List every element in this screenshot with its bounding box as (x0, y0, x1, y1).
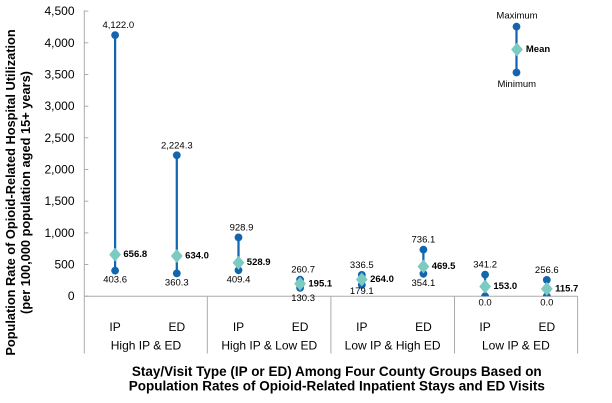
svg-text:ED: ED (168, 320, 185, 334)
svg-text:0.0: 0.0 (478, 298, 491, 309)
svg-text:179.1: 179.1 (350, 286, 374, 297)
svg-text:115.7: 115.7 (555, 283, 578, 294)
svg-text:High IP & Low ED: High IP & Low ED (221, 339, 317, 353)
svg-text:656.8: 656.8 (123, 249, 147, 260)
svg-text:IP: IP (109, 320, 120, 334)
svg-text:Maximum: Maximum (496, 10, 537, 21)
svg-text:360.3: 360.3 (165, 277, 189, 288)
svg-text:264.0: 264.0 (370, 274, 394, 285)
svg-text:Population Rate of Opioid-Rela: Population Rate of Opioid-Related Hospit… (3, 29, 18, 356)
svg-text:4,122.0: 4,122.0 (102, 20, 134, 31)
svg-text:736.1: 736.1 (412, 235, 436, 246)
svg-text:409.4: 409.4 (227, 274, 251, 285)
svg-text:Low IP & ED: Low IP & ED (482, 339, 550, 353)
svg-text:Stay/Visit Type (IP or ED) Amo: Stay/Visit Type (IP or ED) Among Four Co… (132, 364, 542, 379)
svg-text:256.6: 256.6 (535, 265, 559, 276)
svg-text:ED: ED (415, 320, 432, 334)
svg-text:Low IP & High ED: Low IP & High ED (345, 339, 441, 353)
svg-text:1,000: 1,000 (44, 226, 74, 240)
svg-text:403.6: 403.6 (103, 275, 127, 286)
svg-text:260.7: 260.7 (291, 265, 315, 276)
svg-text:0.0: 0.0 (540, 298, 553, 309)
svg-text:195.1: 195.1 (308, 278, 332, 289)
svg-text:Minimum: Minimum (498, 79, 537, 90)
svg-text:634.0: 634.0 (185, 251, 209, 262)
svg-text:354.1: 354.1 (412, 278, 436, 289)
svg-text:3,500: 3,500 (44, 68, 74, 82)
svg-text:ED: ED (292, 320, 309, 334)
svg-text:ED: ED (538, 320, 555, 334)
svg-text:153.0: 153.0 (493, 281, 517, 292)
svg-text:High IP & ED: High IP & ED (111, 339, 182, 353)
svg-text:528.9: 528.9 (247, 257, 271, 268)
svg-text:Population Rates of Opioid-Rel: Population Rates of Opioid-Related Inpat… (129, 378, 545, 393)
svg-text:(per 100,000 population aged 1: (per 100,000 population aged 15+ years) (18, 71, 33, 314)
svg-text:4,500: 4,500 (44, 4, 74, 18)
svg-text:469.5: 469.5 (432, 261, 456, 272)
svg-text:130.3: 130.3 (291, 293, 315, 304)
svg-text:2,000: 2,000 (44, 163, 74, 177)
svg-text:1,500: 1,500 (44, 194, 74, 208)
svg-text:928.9: 928.9 (230, 222, 254, 233)
svg-text:0: 0 (68, 289, 75, 303)
svg-text:341.2: 341.2 (473, 260, 497, 271)
svg-text:Mean: Mean (526, 44, 550, 55)
svg-text:500: 500 (54, 258, 74, 272)
svg-text:4,000: 4,000 (44, 36, 74, 50)
svg-text:336.5: 336.5 (350, 260, 374, 271)
svg-text:2,224.3: 2,224.3 (161, 140, 193, 151)
svg-text:2,500: 2,500 (44, 131, 74, 145)
svg-text:IP: IP (479, 320, 490, 334)
svg-text:3,000: 3,000 (44, 99, 74, 113)
svg-text:IP: IP (233, 320, 244, 334)
svg-text:IP: IP (356, 320, 367, 334)
